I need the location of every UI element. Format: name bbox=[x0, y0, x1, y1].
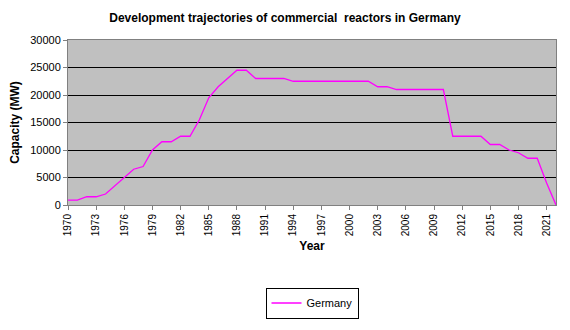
svg-text:2003: 2003 bbox=[372, 214, 383, 237]
svg-text:2021: 2021 bbox=[541, 214, 552, 237]
svg-text:20000: 20000 bbox=[30, 89, 61, 101]
svg-text:Development trajectories of co: Development trajectories of commercial r… bbox=[109, 11, 461, 25]
svg-text:15000: 15000 bbox=[30, 116, 61, 128]
svg-text:2000: 2000 bbox=[344, 214, 355, 237]
svg-text:1994: 1994 bbox=[287, 214, 298, 237]
svg-text:2018: 2018 bbox=[513, 214, 524, 237]
svg-text:5000: 5000 bbox=[36, 171, 60, 183]
svg-text:2006: 2006 bbox=[400, 214, 411, 237]
svg-text:1970: 1970 bbox=[62, 214, 73, 237]
svg-text:1979: 1979 bbox=[147, 214, 158, 237]
svg-text:2012: 2012 bbox=[456, 214, 467, 237]
svg-text:1991: 1991 bbox=[259, 214, 270, 237]
svg-text:30000: 30000 bbox=[30, 34, 61, 46]
svg-text:2009: 2009 bbox=[428, 214, 439, 237]
svg-text:1988: 1988 bbox=[231, 214, 242, 237]
svg-text:0: 0 bbox=[55, 199, 61, 211]
svg-text:1985: 1985 bbox=[203, 214, 214, 237]
svg-text:1973: 1973 bbox=[90, 214, 101, 237]
svg-text:2015: 2015 bbox=[485, 214, 496, 237]
svg-text:25000: 25000 bbox=[30, 61, 61, 73]
svg-text:1997: 1997 bbox=[316, 214, 327, 237]
svg-text:1976: 1976 bbox=[119, 214, 130, 237]
svg-text:Year: Year bbox=[299, 239, 325, 253]
svg-text:10000: 10000 bbox=[30, 144, 61, 156]
svg-text:Capacity (MW): Capacity (MW) bbox=[8, 81, 22, 164]
svg-text:1982: 1982 bbox=[175, 214, 186, 237]
svg-text:Germany: Germany bbox=[307, 297, 353, 309]
